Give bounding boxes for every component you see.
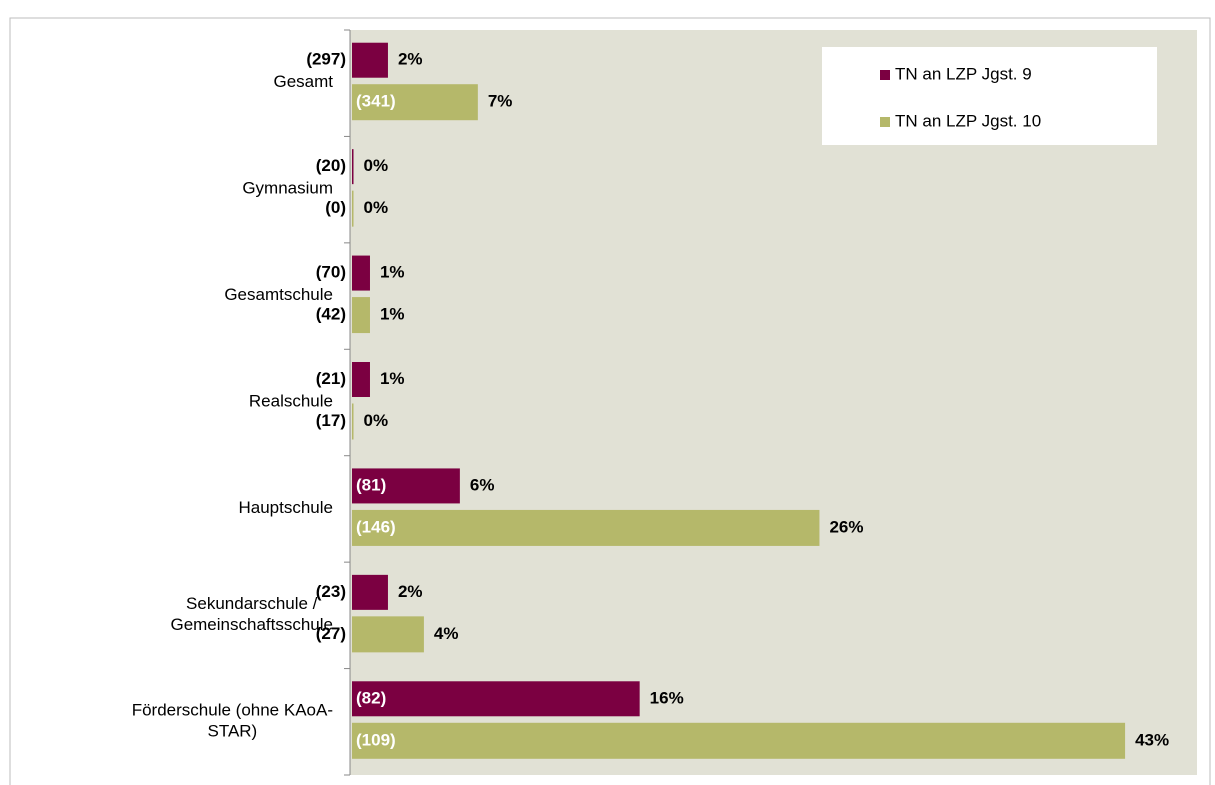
- count-label: (27): [316, 624, 346, 643]
- count-label: (82): [356, 688, 386, 707]
- value-label: 1%: [380, 305, 405, 324]
- value-label: 0%: [364, 411, 389, 430]
- category-line: Realschule: [249, 392, 333, 411]
- bar: [352, 722, 1126, 759]
- legend-swatch: [880, 70, 890, 80]
- count-label: (21): [316, 369, 346, 388]
- category-label: Gymnasium: [242, 179, 333, 198]
- count-label: (70): [316, 263, 346, 282]
- category-line: Gesamt: [273, 73, 333, 92]
- count-label: (81): [356, 475, 386, 494]
- plot-area: [350, 30, 1197, 775]
- bar: [352, 681, 640, 717]
- category-line: Gemeinschaftsschule: [170, 615, 333, 634]
- bar: [352, 84, 478, 121]
- count-label: (109): [356, 730, 396, 749]
- count-label: (20): [316, 156, 346, 175]
- bar: [352, 509, 820, 546]
- value-label: 2%: [398, 50, 423, 69]
- bar: [352, 468, 460, 504]
- bar: [352, 616, 424, 653]
- legend-label: TN an LZP Jgst. 9: [895, 64, 1032, 83]
- count-label: (23): [316, 582, 346, 601]
- count-label: (341): [356, 92, 396, 111]
- count-label: (146): [356, 517, 396, 536]
- value-label: 43%: [1135, 730, 1169, 749]
- bar: [352, 297, 370, 334]
- category-line: Gymnasium: [242, 179, 333, 198]
- value-label: 0%: [364, 198, 389, 217]
- category-label: Hauptschule: [238, 498, 333, 517]
- value-label: 1%: [380, 263, 405, 282]
- value-label: 2%: [398, 582, 423, 601]
- category-label: Gesamt: [273, 73, 333, 92]
- count-label: (42): [316, 305, 346, 324]
- value-label: 0%: [364, 156, 389, 175]
- category-line: Förderschule (ohne KAoA-: [132, 701, 333, 720]
- count-label: (17): [316, 411, 346, 430]
- category-label: Realschule: [249, 392, 333, 411]
- bar: [352, 255, 370, 291]
- bar: [352, 149, 354, 185]
- value-label: 1%: [380, 369, 405, 388]
- count-label: (297): [306, 50, 346, 69]
- bar: [352, 403, 354, 440]
- category-label: Sekundarschule / Gemeinschaftsschule: [170, 594, 333, 634]
- bar: [352, 574, 388, 610]
- count-label: (0): [325, 198, 346, 217]
- bar: [352, 362, 370, 397]
- category-line: Sekundarschule /: [186, 594, 318, 613]
- bar: [352, 190, 354, 227]
- legend-box: [822, 47, 1157, 145]
- category-label: Gesamtschule: [224, 286, 333, 305]
- value-label: 16%: [650, 688, 684, 707]
- legend-label: TN an LZP Jgst. 10: [895, 111, 1041, 130]
- bar: [352, 42, 388, 78]
- value-label: 6%: [470, 475, 495, 494]
- category-line: Gesamtschule: [224, 286, 333, 305]
- value-label: 4%: [434, 624, 459, 643]
- legend-swatch: [880, 117, 890, 127]
- value-label: 7%: [488, 92, 513, 111]
- category-line: STAR): [207, 722, 257, 741]
- category-line: Hauptschule: [238, 498, 333, 517]
- category-label: Förderschule (ohne KAoA- STAR): [132, 701, 333, 741]
- value-label: 26%: [829, 517, 863, 536]
